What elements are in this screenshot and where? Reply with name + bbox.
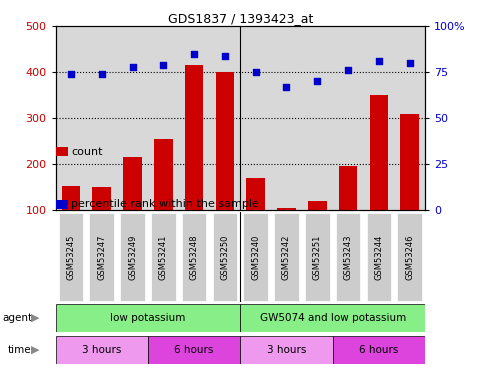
Bar	[246, 178, 265, 256]
Text: low potassium: low potassium	[110, 313, 185, 323]
Text: ▶: ▶	[30, 345, 39, 355]
Bar	[92, 187, 111, 256]
Point	[159, 62, 167, 68]
Title: GDS1837 / 1393423_at: GDS1837 / 1393423_at	[168, 12, 313, 25]
Text: GW5074 and low potassium: GW5074 and low potassium	[259, 313, 406, 323]
Point	[128, 64, 136, 70]
Point	[98, 71, 106, 77]
Bar	[333, 336, 425, 364]
Bar	[56, 304, 241, 332]
FancyBboxPatch shape	[305, 213, 329, 301]
Bar	[56, 336, 148, 364]
Point	[375, 58, 383, 64]
Bar	[62, 186, 80, 256]
FancyBboxPatch shape	[151, 213, 176, 301]
Text: GSM53246: GSM53246	[405, 234, 414, 280]
Text: GSM53245: GSM53245	[67, 234, 75, 280]
FancyBboxPatch shape	[213, 213, 237, 301]
Text: GSM53242: GSM53242	[282, 234, 291, 280]
Bar	[308, 201, 327, 256]
FancyBboxPatch shape	[243, 213, 268, 301]
Point	[344, 68, 352, 74]
Bar	[123, 157, 142, 256]
Point	[221, 53, 229, 58]
Text: count: count	[71, 147, 103, 157]
FancyBboxPatch shape	[120, 213, 145, 301]
FancyBboxPatch shape	[182, 213, 206, 301]
FancyBboxPatch shape	[274, 213, 299, 301]
Point	[283, 84, 290, 90]
Point	[406, 60, 413, 66]
Point	[252, 69, 259, 75]
FancyBboxPatch shape	[89, 213, 114, 301]
Text: GSM53244: GSM53244	[374, 234, 384, 280]
Text: GSM53249: GSM53249	[128, 234, 137, 280]
Text: time: time	[7, 345, 31, 355]
Bar	[215, 72, 234, 256]
FancyBboxPatch shape	[398, 213, 422, 301]
Bar	[241, 336, 333, 364]
Text: GSM53243: GSM53243	[343, 234, 353, 280]
Text: GSM53250: GSM53250	[220, 234, 229, 280]
Text: GSM53251: GSM53251	[313, 234, 322, 280]
Bar	[339, 166, 357, 256]
FancyBboxPatch shape	[336, 213, 360, 301]
Bar	[148, 336, 241, 364]
Bar	[154, 139, 172, 256]
Text: GSM53240: GSM53240	[251, 234, 260, 280]
Bar	[400, 114, 419, 256]
Text: agent: agent	[2, 313, 32, 323]
Text: GSM53241: GSM53241	[159, 234, 168, 280]
Bar	[241, 304, 425, 332]
Text: ▶: ▶	[30, 313, 39, 323]
FancyBboxPatch shape	[367, 213, 391, 301]
Text: percentile rank within the sample: percentile rank within the sample	[71, 200, 259, 209]
Text: GSM53247: GSM53247	[97, 234, 106, 280]
Bar	[369, 95, 388, 256]
Text: 3 hours: 3 hours	[267, 345, 306, 355]
Text: GSM53248: GSM53248	[190, 234, 199, 280]
Point	[313, 78, 321, 84]
Text: 6 hours: 6 hours	[174, 345, 214, 355]
Text: 6 hours: 6 hours	[359, 345, 398, 355]
Bar	[185, 65, 203, 256]
Point	[67, 71, 75, 77]
FancyBboxPatch shape	[58, 213, 83, 301]
Text: 3 hours: 3 hours	[82, 345, 121, 355]
Point	[190, 51, 198, 57]
Bar	[277, 208, 296, 256]
